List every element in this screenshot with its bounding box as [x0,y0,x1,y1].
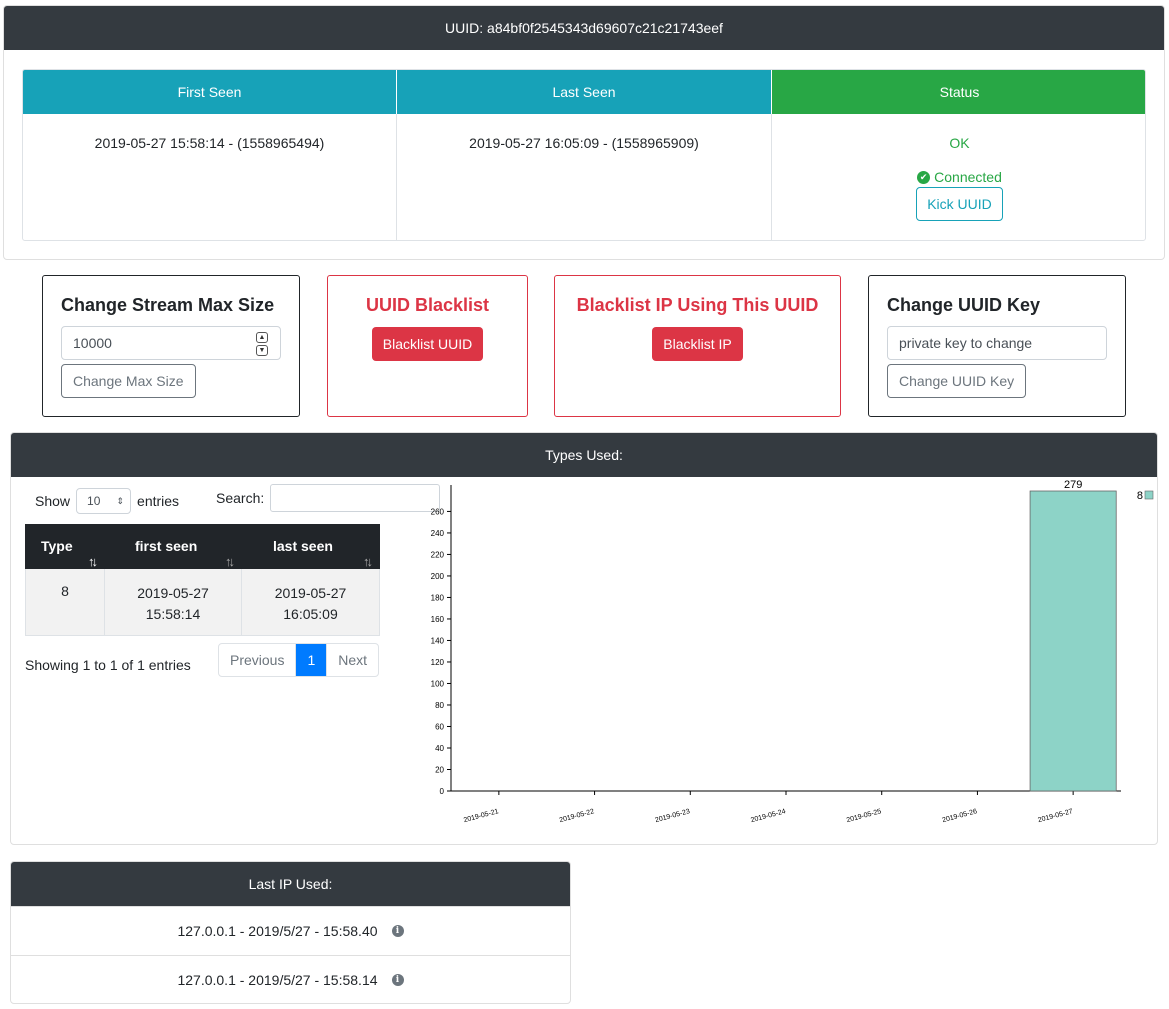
uuid-blacklist-box: UUID Blacklist Blacklist UUID [327,275,528,417]
connected-status: ✔ Connected [772,169,1145,185]
y-tick-label: 220 [431,550,445,559]
ip-entry: 127.0.0.1 - 2019/5/27 - 15:58.40 i [11,906,570,955]
first-seen-column-header[interactable]: first seen ↑↓ [105,524,242,569]
y-tick-label: 40 [435,744,444,753]
sort-asc-icon: ↑↓ [88,554,98,569]
ip-entry: 127.0.0.1 - 2019/5/27 - 15:58.14 i [11,955,570,1003]
x-tick-label: 2019-05-21 [463,808,500,824]
first-seen-value: 2019-05-27 15:58:14 - (1558965494) [23,114,397,240]
first-seen-header: First Seen [23,70,397,114]
table-cell-type: 8 [25,569,105,636]
uuid-key-input[interactable]: private key to change [887,326,1107,360]
previous-page-button[interactable]: Previous [219,644,297,676]
last-seen-header: Last Seen [397,70,772,114]
y-tick-label: 80 [435,701,444,710]
spin-down-icon[interactable]: ▼ [256,345,268,356]
kick-uuid-button[interactable]: Kick UUID [916,187,1003,221]
uuid-key-box: Change UUID Key private key to change Ch… [868,275,1126,417]
stream-max-size-title: Change Stream Max Size [61,295,275,315]
connected-label: Connected [934,169,1002,185]
search-input[interactable] [270,484,441,512]
select-arrows-icon: ⇕ [116,496,125,506]
entries-label: entries [137,493,180,509]
legend-swatch [1144,490,1154,500]
sort-icon: ↑↓ [225,554,235,569]
pagination: Previous 1 Next [218,643,380,677]
uuid-key-title: Change UUID Key [887,295,1041,315]
types-bar-chart: 0 20 40 60 80 100 120 140 160 180 200 220 240 260 2019… [431,479,1154,824]
status-cell: OK ✔ Connected Kick UUID [772,114,1145,240]
change-uuid-key-button[interactable]: Change UUID Key [887,364,1027,398]
y-tick-label: 200 [431,572,445,581]
blacklist-ip-title: Blacklist IP Using This UUID [576,295,819,315]
info-icon[interactable]: i [391,974,404,986]
x-tick-label: 2019-05-23 [654,808,691,824]
y-tick-label: 260 [431,507,445,516]
type-column-header[interactable]: Type ↑↓ [25,524,105,569]
bar-data-label: 279 [1064,479,1082,491]
y-tick-label: 140 [431,636,445,645]
status-header: Status [772,70,1145,114]
next-page-button[interactable]: Next [338,652,368,668]
y-tick-label: 60 [435,722,444,731]
search-label: Search: [216,490,265,506]
entries-length-control: Show 10 ⇕ entries [35,488,179,514]
blacklist-ip-button[interactable]: Blacklist IP [652,327,743,361]
y-tick-label: 100 [431,679,445,688]
max-size-value: 10000 [73,335,112,351]
y-tick-label: 240 [431,529,445,538]
uuid-header: UUID: a84bf0f2545343d69607c21c21743eef [4,6,1164,50]
table-cell-last-seen: 2019-05-27 16:05:09 [242,569,380,636]
number-spinner[interactable]: ▲ ▼ [256,332,268,356]
x-tick-label: 2019-05-26 [942,808,979,824]
uuid-info-table: First Seen Last Seen Status 2019-05-27 1… [22,69,1146,241]
entries-select[interactable]: 10 ⇕ [76,488,132,514]
x-tick-label: 2019-05-27 [1037,808,1074,824]
change-max-size-button[interactable]: Change Max Size [61,364,196,398]
search-control: Search: [216,484,441,512]
table-cell-first-seen: 2019-05-27 15:58:14 [105,569,242,636]
y-tick-label: 160 [431,615,445,624]
y-tick-label: 20 [435,765,444,774]
uuid-blacklist-title: UUID Blacklist [365,295,490,315]
legend-label: 8 [1137,490,1143,502]
types-used-header: Types Used: [11,433,1157,477]
check-circle-icon: ✔ [917,170,931,184]
show-label: Show [35,493,71,509]
x-tick-label: 2019-05-24 [750,808,787,824]
sort-icon: ↑↓ [363,554,373,569]
info-icon[interactable]: i [391,925,404,937]
y-tick-label: 180 [431,593,445,602]
bar [1029,490,1117,792]
status-ok: OK [949,135,970,151]
spin-up-icon[interactable]: ▲ [256,332,268,343]
x-tick-label: 2019-05-25 [846,808,883,824]
uuid-card: UUID: a84bf0f2545343d69607c21c21743eef F… [3,5,1165,260]
max-size-input[interactable]: 10000 ▲ ▼ [61,326,281,360]
last-seen-column-header[interactable]: last seen ↑↓ [242,524,380,569]
y-tick-label: 120 [431,658,445,667]
types-used-card: Types Used: Show 10 ⇕ entries Search: Ty… [10,432,1158,845]
x-tick-label: 2019-05-22 [559,808,596,824]
y-tick-label: 0 [440,787,445,796]
stream-max-size-box: Change Stream Max Size 10000 ▲ ▼ Change … [42,275,300,417]
types-table: Type ↑↓ first seen ↑↓ last seen ↑↓ 8 201… [25,524,380,636]
table-info: Showing 1 to 1 of 1 entries [25,657,191,673]
blacklist-ip-box: Blacklist IP Using This UUID Blacklist I… [554,275,841,417]
blacklist-uuid-button[interactable]: Blacklist UUID [371,327,484,361]
last-ip-header: Last IP Used: [11,862,570,906]
last-seen-value: 2019-05-27 16:05:09 - (1558965909) [397,114,772,240]
last-ip-card: Last IP Used: 127.0.0.1 - 2019/5/27 - 15… [10,861,571,1004]
page-1-button[interactable]: 1 [296,644,328,676]
